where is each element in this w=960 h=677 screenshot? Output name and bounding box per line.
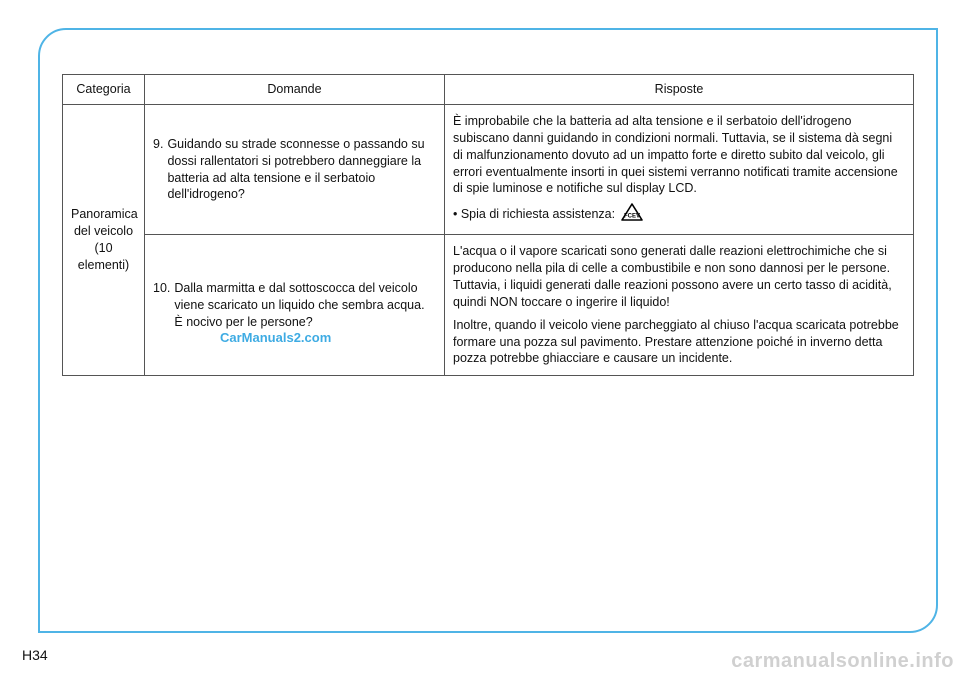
question-cell: 9. Guidando su strade sconnesse o passan…	[145, 104, 445, 234]
answer-cell: È improbabile che la batteria ad alta te…	[445, 104, 914, 234]
question-number: 9.	[153, 136, 167, 204]
svg-text:FCEV: FCEV	[624, 214, 640, 220]
category-cell: Panoramica del veicolo (10 elementi)	[63, 104, 145, 375]
spia-label: • Spia di richiesta assistenza:	[453, 206, 615, 223]
page-number: H34	[22, 647, 48, 663]
faq-table: Categoria Domande Risposte Panoramica de…	[62, 74, 914, 376]
rounded-frame: Categoria Domande Risposte Panoramica de…	[38, 28, 938, 633]
question-text: Dalla marmitta e dal sottoscocca del vei…	[174, 280, 436, 331]
header-categoria: Categoria	[63, 75, 145, 105]
table-header-row: Categoria Domande Risposte	[63, 75, 914, 105]
table-row: Panoramica del veicolo (10 elementi) 9. …	[63, 104, 914, 234]
header-risposte: Risposte	[445, 75, 914, 105]
answer-paragraph: Inoltre, quando il veicolo viene parcheg…	[453, 317, 905, 368]
page: Categoria Domande Risposte Panoramica de…	[0, 0, 960, 677]
warning-triangle-fcev-icon: FCEV	[621, 203, 643, 226]
answer-paragraph: L'acqua o il vapore scaricati sono gener…	[453, 243, 905, 311]
header-domande: Domande	[145, 75, 445, 105]
question-number: 10.	[153, 280, 174, 331]
category-line: (10 elementi)	[78, 241, 129, 272]
table-row: 10. Dalla marmitta e dal sottoscocca del…	[63, 235, 914, 376]
answer-cell: L'acqua o il vapore scaricati sono gener…	[445, 235, 914, 376]
question-cell: 10. Dalla marmitta e dal sottoscocca del…	[145, 235, 445, 376]
category-line: Panoramica	[71, 207, 138, 221]
spia-line: • Spia di richiesta assistenza: FCEV	[453, 203, 905, 226]
category-line: del veicolo	[74, 224, 133, 238]
watermark-bottom-right: carmanualsonline.info	[731, 650, 954, 673]
question-text: Guidando su strade sconnesse o passando …	[167, 136, 436, 204]
answer-paragraph: È improbabile che la batteria ad alta te…	[453, 113, 905, 197]
